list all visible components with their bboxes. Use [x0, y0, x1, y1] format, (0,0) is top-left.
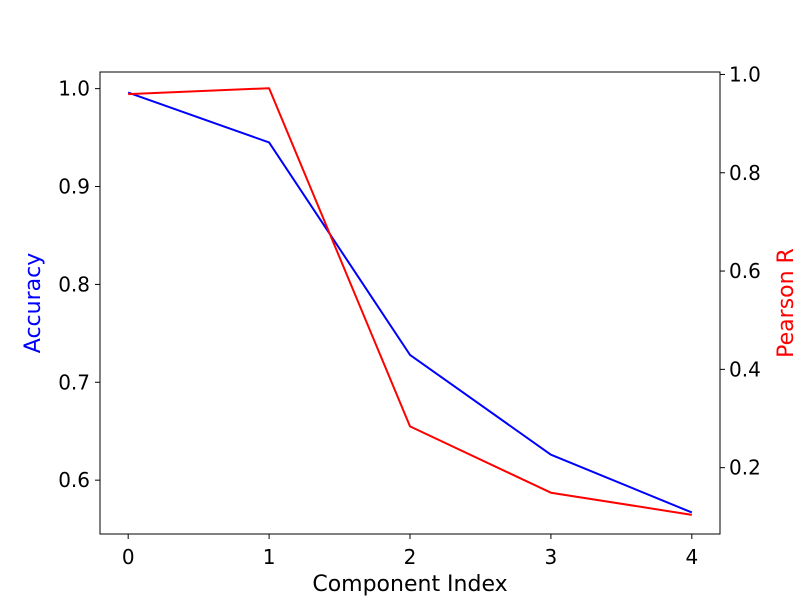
right-y-tick-label: 0.2 — [729, 456, 761, 480]
accuracy-series-line — [127, 91, 693, 514]
x-tick-label: 2 — [404, 545, 417, 569]
right-y-axis-title: Pearson R — [774, 248, 799, 358]
x-axis: 0 1 2 3 4 — [122, 534, 698, 569]
pearson-r-series-line — [128, 87, 692, 516]
series-layer — [127, 87, 693, 516]
right-y-tick-label: 0.4 — [729, 357, 761, 381]
left-y-tick-label: 0.6 — [58, 468, 90, 492]
left-y-tick-label: 0.7 — [58, 370, 90, 394]
right-y-tick-label: 0.6 — [729, 259, 761, 283]
right-y-tick-label: 1.0 — [729, 62, 761, 86]
left-y-tick-label: 0.8 — [58, 272, 90, 296]
x-tick-label: 0 — [122, 545, 135, 569]
right-y-axis: 0.2 0.4 0.6 0.8 1.0 — [720, 62, 761, 480]
left-y-axis: 0.6 0.7 0.8 0.9 1.0 — [58, 77, 100, 492]
x-tick-label: 1 — [263, 545, 276, 569]
x-axis-title: Component Index — [312, 572, 507, 597]
left-y-tick-label: 1.0 — [58, 77, 90, 101]
x-tick-label: 4 — [685, 545, 698, 569]
plot-area — [99, 71, 721, 535]
left-y-tick-label: 0.9 — [58, 175, 90, 199]
x-tick-label: 3 — [545, 545, 558, 569]
right-y-tick-label: 0.8 — [729, 161, 761, 185]
left-y-axis-title: Accuracy — [21, 253, 46, 353]
